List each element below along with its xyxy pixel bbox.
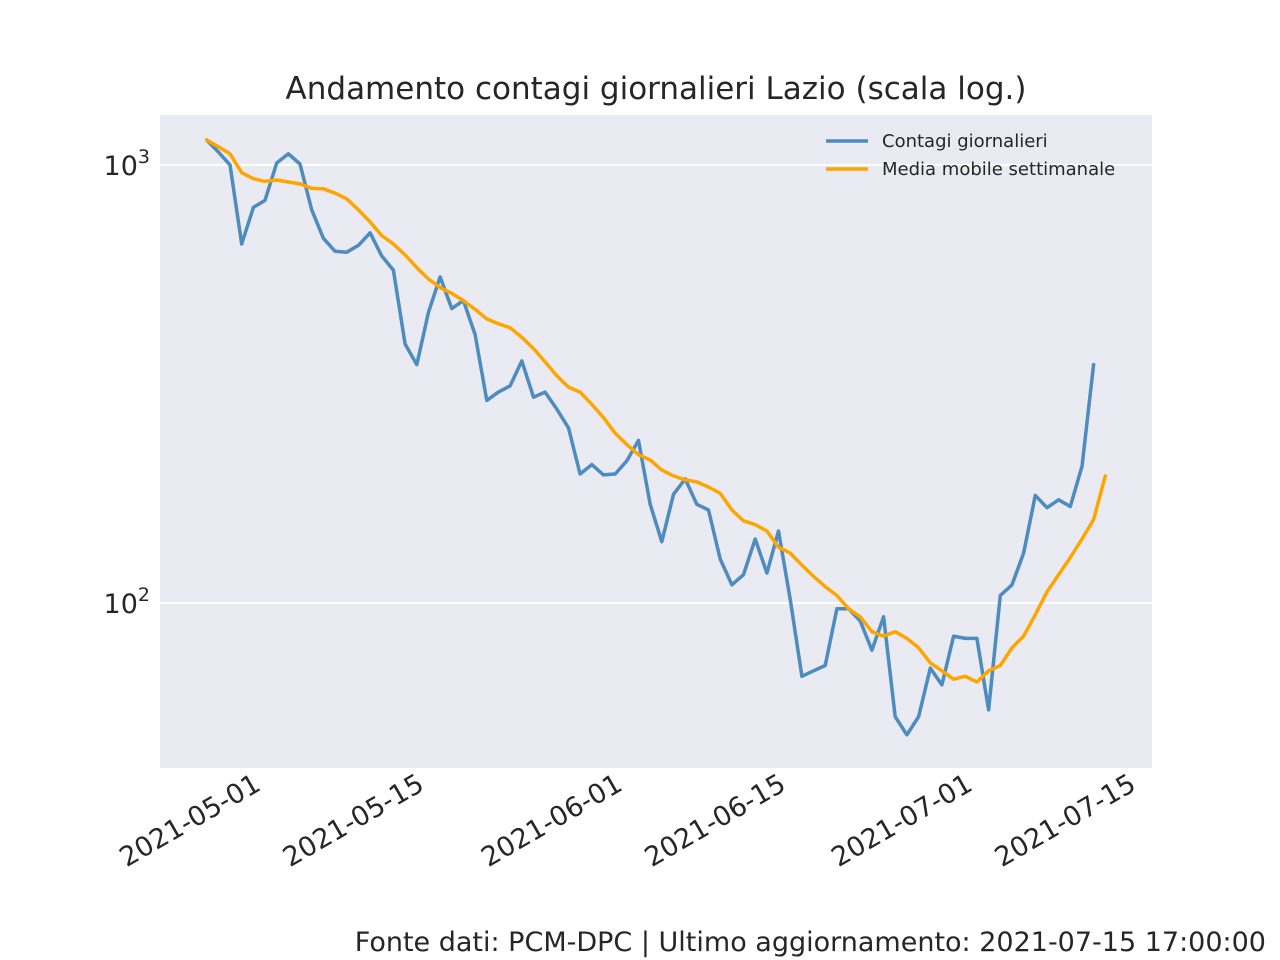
x-tick-label: 2021-07-01: [826, 768, 977, 873]
y-tick-label: 102: [104, 584, 150, 620]
legend-label: Media mobile settimanale: [882, 159, 1115, 180]
y-tick-base: 10: [104, 151, 138, 182]
y-tick-label: 103: [104, 146, 150, 182]
x-axis: 2021-05-01 2021-05-15 2021-06-01 2021-06-15…: [114, 768, 1141, 873]
source-footnote: Fonte dati: PCM-DPC | Ultimo aggiornamen…: [355, 927, 1266, 958]
plot-area: [160, 115, 1152, 768]
legend: Contagi giornalieri Media mobile settiman…: [826, 131, 1115, 180]
y-tick-exponent: 2: [138, 584, 150, 606]
y-tick-exponent: 3: [138, 146, 150, 168]
x-tick-label: 2021-05-15: [278, 768, 429, 873]
series-line-2: [204, 138, 1108, 684]
x-tick-label: 2021-07-15: [990, 768, 1141, 873]
legend-label: Contagi giornalieri: [882, 131, 1048, 152]
x-tick-label: 2021-06-01: [476, 768, 627, 873]
y-tick-base: 10: [104, 589, 138, 620]
grid: [160, 163, 1152, 604]
x-tick-label: 2021-05-01: [114, 768, 265, 873]
series-line-1: [204, 138, 1096, 737]
series-group: [204, 138, 1108, 737]
x-tick-label: 2021-06-15: [640, 768, 791, 873]
chart-title: Andamento contagi giornalieri Lazio (sca…: [286, 71, 1027, 107]
